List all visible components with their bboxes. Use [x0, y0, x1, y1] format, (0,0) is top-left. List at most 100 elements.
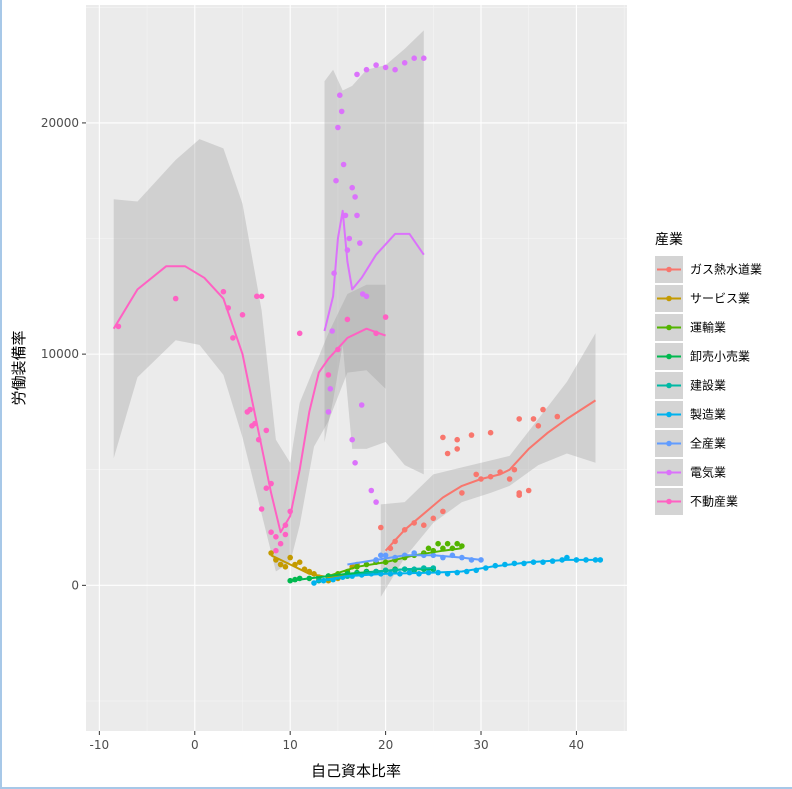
data-point [340, 161, 347, 168]
data-point [430, 515, 437, 522]
smooth-line [384, 399, 597, 552]
legend-label: 全産業 [690, 436, 726, 451]
data-point [421, 522, 427, 528]
data-point [411, 55, 418, 61]
legend-key-point [666, 266, 672, 273]
data-point [454, 446, 461, 452]
legend-label: ガス熱水道業 [690, 263, 762, 277]
data-point [287, 554, 294, 561]
data-point [530, 416, 537, 422]
data-point [327, 386, 334, 392]
data-point [268, 529, 274, 535]
axes: -10 0 10 20 30 40 0 10000 20000 [41, 116, 584, 752]
legend-key-point [666, 498, 672, 505]
legend-label: 建設業 [690, 378, 726, 393]
data-point [230, 335, 236, 341]
legend-key-point [666, 411, 672, 418]
y-axis-title: 労働装備率 [10, 330, 28, 405]
data-point [325, 409, 332, 415]
window-bottom-edge [0, 787, 792, 789]
data-point [263, 485, 270, 492]
data-point [282, 564, 289, 570]
smooth-lines [112, 209, 601, 583]
grid-lines [86, 5, 627, 731]
data-point [346, 235, 353, 242]
data-point [258, 506, 265, 512]
data-point [473, 471, 480, 478]
data-point [363, 293, 370, 300]
data-point [506, 476, 513, 482]
data-point [459, 543, 465, 549]
data-point [401, 60, 408, 66]
legend-key-point [666, 295, 672, 302]
data-point [273, 534, 279, 540]
data-point [329, 328, 336, 334]
smooth-line [323, 209, 425, 332]
legend-title: 産業 [655, 232, 683, 248]
smooth-line [328, 547, 463, 578]
data-point [335, 124, 341, 131]
data-point [363, 66, 370, 73]
data-point [172, 295, 179, 302]
y-tick-label: 20000 [41, 116, 79, 130]
data-point [239, 312, 246, 318]
data-point [296, 330, 303, 337]
data-point [382, 64, 389, 71]
data-point [373, 499, 379, 505]
data-point [354, 71, 360, 78]
legend-label: 不動産業 [690, 494, 738, 509]
data-point [273, 547, 279, 554]
data-point [344, 316, 351, 323]
data-point [268, 550, 274, 556]
data-point [444, 540, 451, 547]
x-tick-label: 20 [378, 738, 393, 752]
smooth-line [112, 265, 386, 534]
confidence-band [324, 30, 424, 475]
data-point [440, 434, 446, 441]
data-point [253, 293, 260, 300]
data-point [511, 466, 518, 473]
data-point [349, 184, 356, 191]
confidence-band [113, 139, 386, 572]
x-axis-title: 自己資本比率 [311, 762, 401, 780]
confidence-band [380, 333, 596, 597]
legend-label: サービス業 [690, 292, 750, 306]
data-point [282, 531, 289, 538]
data-point [421, 55, 427, 61]
data-point [516, 416, 522, 422]
data-point [337, 92, 343, 98]
data-point [354, 212, 360, 219]
data-point [368, 487, 375, 494]
y-tick-label: 10000 [41, 347, 79, 361]
legend-label: 製造業 [690, 408, 726, 422]
data-point [325, 372, 332, 378]
data-point [349, 436, 356, 443]
data-point [525, 487, 532, 494]
legend-key-point [666, 353, 672, 360]
data-point [468, 432, 475, 438]
legend-label: 運輸業 [690, 320, 726, 335]
data-point [454, 436, 461, 443]
data-point [333, 177, 339, 184]
x-tick-label: 40 [569, 738, 584, 752]
data-point [373, 62, 379, 68]
data-point [535, 423, 542, 429]
data-point [440, 508, 446, 515]
smooth-line [347, 554, 482, 566]
x-tick-label: 10 [283, 738, 298, 752]
x-tick-label: 30 [473, 738, 488, 752]
data-point [454, 540, 461, 547]
data-point [459, 490, 465, 496]
plot-panel [86, 5, 627, 731]
data-point [277, 561, 284, 568]
window-left-edge [0, 0, 2, 789]
confidence-bands [113, 30, 596, 597]
data-point [352, 194, 358, 200]
data-point [382, 314, 389, 320]
legend-key-point [666, 440, 672, 447]
data-point [392, 66, 398, 73]
data-point [516, 492, 522, 499]
data-point [487, 429, 494, 436]
data-point [352, 460, 358, 466]
